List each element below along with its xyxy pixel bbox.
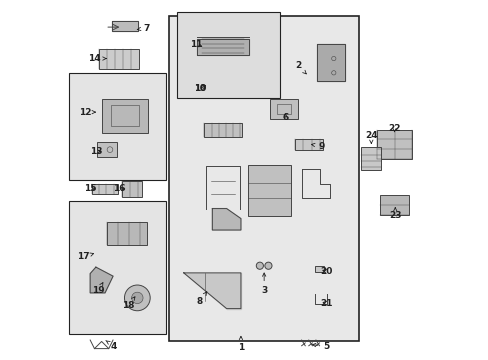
Text: 23: 23 [388,208,401,220]
Bar [276,104,290,113]
Text: 10: 10 [194,84,205,93]
Circle shape [131,292,143,303]
Bar [69,202,165,334]
Bar [315,266,323,272]
Bar [97,143,117,157]
Text: 10: 10 [193,84,205,93]
Circle shape [124,285,150,311]
Bar [106,222,146,245]
Polygon shape [90,267,113,293]
Text: 12: 12 [79,108,95,117]
Polygon shape [112,21,138,31]
Bar [111,105,138,126]
Text: 1: 1 [237,336,244,352]
Polygon shape [212,208,241,230]
Text: 16: 16 [113,184,125,193]
Text: 21: 21 [320,299,332,308]
Text: 14: 14 [88,54,106,63]
Text: 4: 4 [105,341,117,351]
Bar [99,49,139,68]
Text: 15: 15 [84,184,96,193]
Text: 11: 11 [190,40,202,49]
Bar [377,130,411,158]
Text: 20: 20 [319,267,331,276]
Text: 18: 18 [122,297,135,310]
Bar [102,99,147,133]
Bar [92,184,118,194]
Bar [269,99,298,118]
Text: 5: 5 [312,342,329,351]
Bar [380,195,408,215]
Bar [247,165,290,216]
Bar [176,12,280,98]
Bar [361,147,381,170]
Text: 24: 24 [364,131,377,143]
Text: 13: 13 [90,147,102,156]
Circle shape [264,262,271,269]
Polygon shape [316,44,344,81]
Text: 17: 17 [77,252,93,261]
Text: 19: 19 [92,283,104,295]
Text: 2: 2 [294,61,305,74]
Bar [122,181,142,197]
Text: 22: 22 [387,124,400,133]
Text: 3: 3 [261,273,267,295]
Text: 7: 7 [137,24,149,33]
Circle shape [256,262,263,269]
Text: 6: 6 [282,113,288,122]
Polygon shape [183,273,241,309]
Text: 9: 9 [311,141,324,150]
Bar [169,16,358,341]
Polygon shape [197,39,248,55]
Bar [204,123,241,137]
Text: 8: 8 [196,292,206,306]
Bar [294,139,323,150]
Bar [69,73,165,180]
